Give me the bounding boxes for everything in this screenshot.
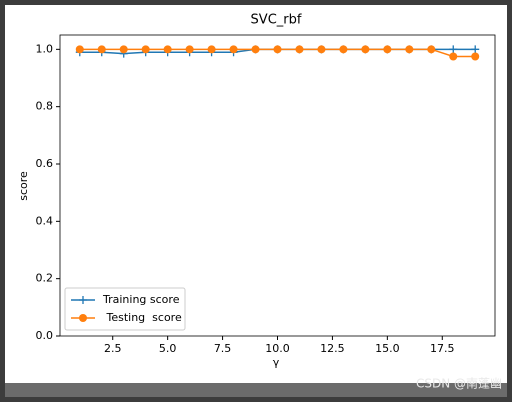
legend-marker (79, 314, 87, 322)
point (449, 45, 458, 54)
point (383, 45, 392, 54)
x-tick-label: 15.0 (375, 342, 400, 355)
point (251, 45, 260, 54)
chart-title: SVC_rbf (251, 13, 302, 28)
legend-marker (79, 296, 87, 304)
point (361, 45, 370, 54)
watermark: CSDN @南蓬幽 (416, 376, 502, 391)
point (273, 45, 282, 54)
point (427, 45, 436, 54)
plot-border (59, 34, 496, 337)
point (163, 45, 172, 54)
y-tick-label: 0.8 (36, 100, 54, 113)
x-tick-label: 5.0 (159, 342, 177, 355)
point (185, 45, 194, 54)
x-tick-label: 17.5 (430, 342, 455, 355)
legend-label: Testing score (103, 311, 182, 324)
point (339, 45, 348, 54)
y-axis-label: score (17, 171, 30, 201)
x-tick-label: 2.5 (104, 342, 122, 355)
x-tick-label: 10.0 (265, 342, 290, 355)
point (229, 45, 238, 54)
y-tick-label: 0.6 (36, 157, 54, 170)
legend-box (64, 287, 186, 331)
point (317, 45, 326, 54)
point (295, 45, 304, 54)
y-tick-label: 0.4 (36, 214, 54, 227)
y-tick-label: 1.0 (36, 42, 54, 55)
point (405, 45, 414, 54)
x-tick-label: 12.5 (320, 342, 345, 355)
point (207, 45, 216, 54)
point (97, 45, 106, 54)
x-axis-label: γ (273, 356, 280, 369)
point (471, 52, 480, 61)
legend-label: Training score (102, 293, 180, 306)
point (119, 45, 128, 54)
x-tick-label: 7.5 (214, 342, 232, 355)
y-tick-label: 0.0 (36, 329, 54, 342)
y-tick-label: 0.2 (36, 272, 54, 285)
point (141, 45, 150, 54)
point (471, 45, 480, 54)
point (449, 52, 458, 61)
point (75, 45, 84, 54)
status-bar (5, 383, 507, 397)
